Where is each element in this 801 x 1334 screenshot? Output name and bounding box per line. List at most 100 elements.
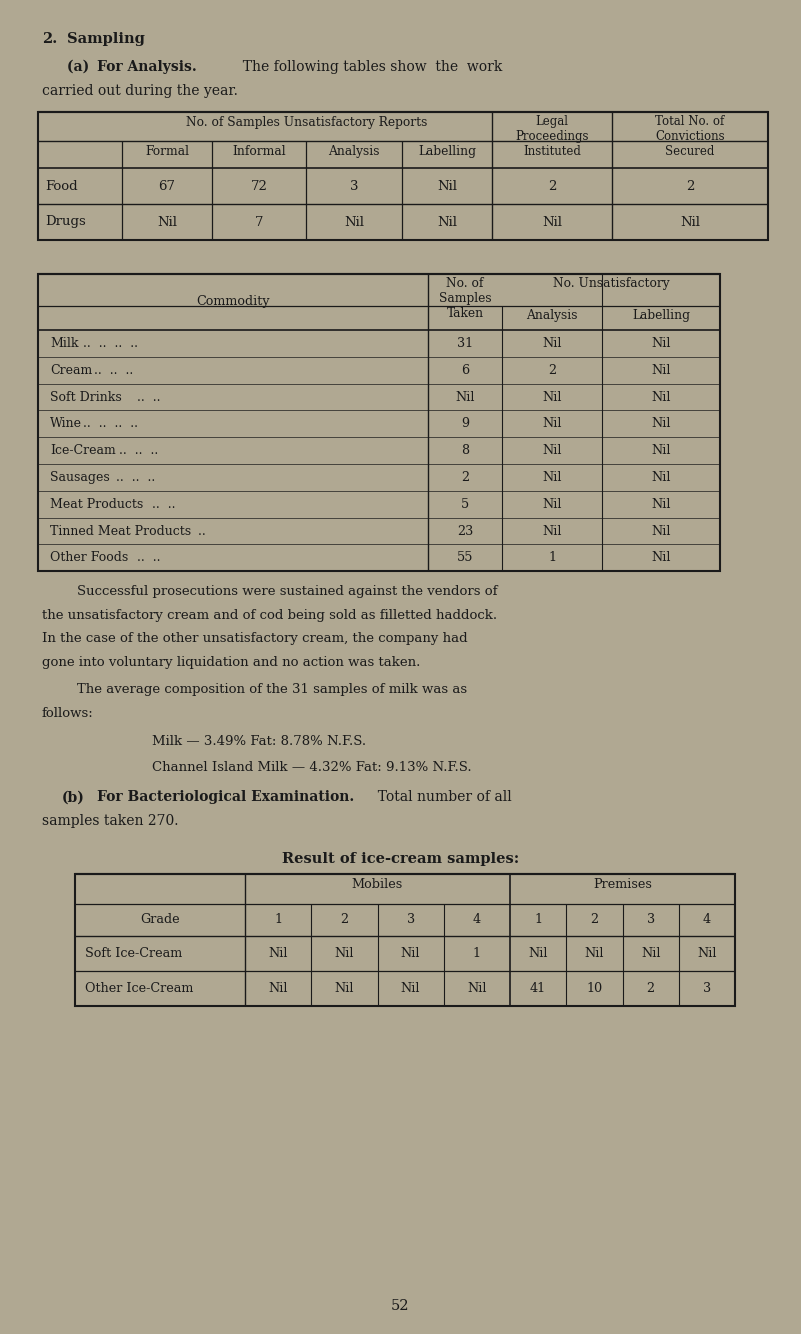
Text: 3: 3	[646, 914, 654, 926]
Text: Mobiles: Mobiles	[352, 878, 403, 891]
Text: ..  ..: .. ..	[129, 391, 161, 403]
Text: follows:: follows:	[42, 707, 94, 720]
Text: Nil: Nil	[542, 391, 562, 403]
Text: 2: 2	[590, 914, 598, 926]
Text: Total No. of
Convictions
Secured: Total No. of Convictions Secured	[655, 115, 725, 157]
Text: Tinned Meat Products: Tinned Meat Products	[50, 524, 191, 538]
Text: Nil: Nil	[542, 524, 562, 538]
Text: Cream: Cream	[50, 364, 92, 376]
Text: Legal
Proceedings
Instituted: Legal Proceedings Instituted	[515, 115, 589, 157]
Text: ..  ..  ..  ..: .. .. .. ..	[78, 418, 138, 431]
Text: The following tables show  the  work: The following tables show the work	[234, 60, 502, 73]
Text: 4: 4	[702, 914, 711, 926]
Text: 9: 9	[461, 418, 469, 431]
Text: No. of
Samples
Taken: No. of Samples Taken	[439, 277, 491, 320]
Text: Nil: Nil	[585, 947, 604, 959]
Text: Ice-Cream: Ice-Cream	[50, 444, 116, 458]
Text: Premises: Premises	[593, 878, 652, 891]
Text: 5: 5	[461, 498, 469, 511]
Text: Nil: Nil	[651, 471, 670, 484]
Text: the unsatisfactory cream and of cod being sold as filletted haddock.: the unsatisfactory cream and of cod bein…	[42, 608, 497, 622]
Text: 3: 3	[702, 982, 711, 995]
Text: Nil: Nil	[651, 444, 670, 458]
Text: Food: Food	[45, 180, 78, 192]
Text: Soft Drinks: Soft Drinks	[50, 391, 122, 403]
Text: Nil: Nil	[400, 982, 421, 995]
Text: Nil: Nil	[651, 498, 670, 511]
Text: carried out during the year.: carried out during the year.	[42, 84, 238, 97]
Text: Successful prosecutions were sustained against the vendors of: Successful prosecutions were sustained a…	[77, 586, 497, 598]
Text: Nil: Nil	[157, 216, 177, 228]
Text: 4: 4	[473, 914, 481, 926]
Text: Nil: Nil	[651, 391, 670, 403]
Text: gone into voluntary liquidation and no action was taken.: gone into voluntary liquidation and no a…	[42, 656, 421, 668]
Text: ..  ..  ..: .. .. ..	[115, 444, 158, 458]
Text: Nil: Nil	[651, 418, 670, 431]
Text: Nil: Nil	[651, 338, 670, 350]
Text: Labelling: Labelling	[632, 309, 690, 321]
Text: 3: 3	[350, 180, 358, 192]
Text: 1: 1	[534, 914, 542, 926]
Text: 2.: 2.	[42, 32, 57, 45]
Text: Drugs: Drugs	[45, 216, 86, 228]
Bar	[75, 874, 735, 1006]
Text: (a): (a)	[67, 60, 95, 73]
Text: Grade: Grade	[140, 914, 179, 926]
Text: Analysis: Analysis	[526, 309, 578, 321]
Text: Sampling: Sampling	[67, 32, 145, 45]
Text: 10: 10	[586, 982, 602, 995]
Text: ..: ..	[194, 524, 206, 538]
Text: Nil: Nil	[268, 982, 288, 995]
Text: 72: 72	[251, 180, 268, 192]
Text: 55: 55	[457, 551, 473, 564]
Text: 2: 2	[548, 180, 556, 192]
Text: Milk — 3.49% Fat: 8.78% N.F.S.: Milk — 3.49% Fat: 8.78% N.F.S.	[152, 735, 366, 748]
Text: Nil: Nil	[697, 947, 717, 959]
Text: No. Unsatisfactory: No. Unsatisfactory	[553, 277, 670, 289]
Text: The average composition of the 31 samples of milk was as: The average composition of the 31 sample…	[77, 683, 467, 696]
Text: ..  ..  ..: .. .. ..	[86, 364, 133, 376]
Text: For Bacteriological Examination.: For Bacteriological Examination.	[97, 790, 354, 804]
Text: In the case of the other unsatisfactory cream, the company had: In the case of the other unsatisfactory …	[42, 632, 468, 646]
Text: Nil: Nil	[651, 524, 670, 538]
Text: Nil: Nil	[455, 391, 475, 403]
Text: Nil: Nil	[542, 216, 562, 228]
Text: Sausages: Sausages	[50, 471, 110, 484]
Text: Result of ice-cream samples:: Result of ice-cream samples:	[282, 851, 519, 866]
Text: (b): (b)	[62, 790, 85, 804]
Text: Wine: Wine	[50, 418, 82, 431]
Text: Nil: Nil	[641, 947, 660, 959]
Text: Milk: Milk	[50, 338, 78, 350]
Text: Nil: Nil	[529, 947, 548, 959]
Text: Nil: Nil	[542, 418, 562, 431]
Bar	[38, 112, 768, 240]
Text: Nil: Nil	[437, 180, 457, 192]
Text: 31: 31	[457, 338, 473, 350]
Text: samples taken 270.: samples taken 270.	[42, 814, 179, 827]
Text: 2: 2	[340, 914, 348, 926]
Text: 6: 6	[461, 364, 469, 376]
Text: Total number of all: Total number of all	[369, 790, 512, 804]
Text: Nil: Nil	[467, 982, 487, 995]
Text: ..  ..: .. ..	[143, 498, 175, 511]
Text: ..  ..  ..  ..: .. .. .. ..	[78, 338, 138, 350]
Text: Nil: Nil	[400, 947, 421, 959]
Text: Nil: Nil	[542, 338, 562, 350]
Text: No. of Samples Unsatisfactory Reports: No. of Samples Unsatisfactory Reports	[187, 116, 428, 129]
Text: Nil: Nil	[268, 947, 288, 959]
Text: Soft Ice-Cream: Soft Ice-Cream	[85, 947, 183, 959]
Text: Other Ice-Cream: Other Ice-Cream	[85, 982, 193, 995]
Text: Nil: Nil	[344, 216, 364, 228]
Text: 2: 2	[461, 471, 469, 484]
Text: 3: 3	[407, 914, 415, 926]
Text: Channel Island Milk — 4.32% Fat: 9.13% N.F.S.: Channel Island Milk — 4.32% Fat: 9.13% N…	[152, 760, 472, 774]
Text: For Analysis.: For Analysis.	[97, 60, 197, 73]
Text: Nil: Nil	[542, 498, 562, 511]
Text: Nil: Nil	[335, 947, 354, 959]
Text: Commodity: Commodity	[196, 296, 270, 308]
Text: Informal: Informal	[232, 145, 286, 157]
Text: Other Foods: Other Foods	[50, 551, 128, 564]
Text: 41: 41	[530, 982, 546, 995]
Bar	[38, 273, 720, 571]
Text: Nil: Nil	[542, 444, 562, 458]
